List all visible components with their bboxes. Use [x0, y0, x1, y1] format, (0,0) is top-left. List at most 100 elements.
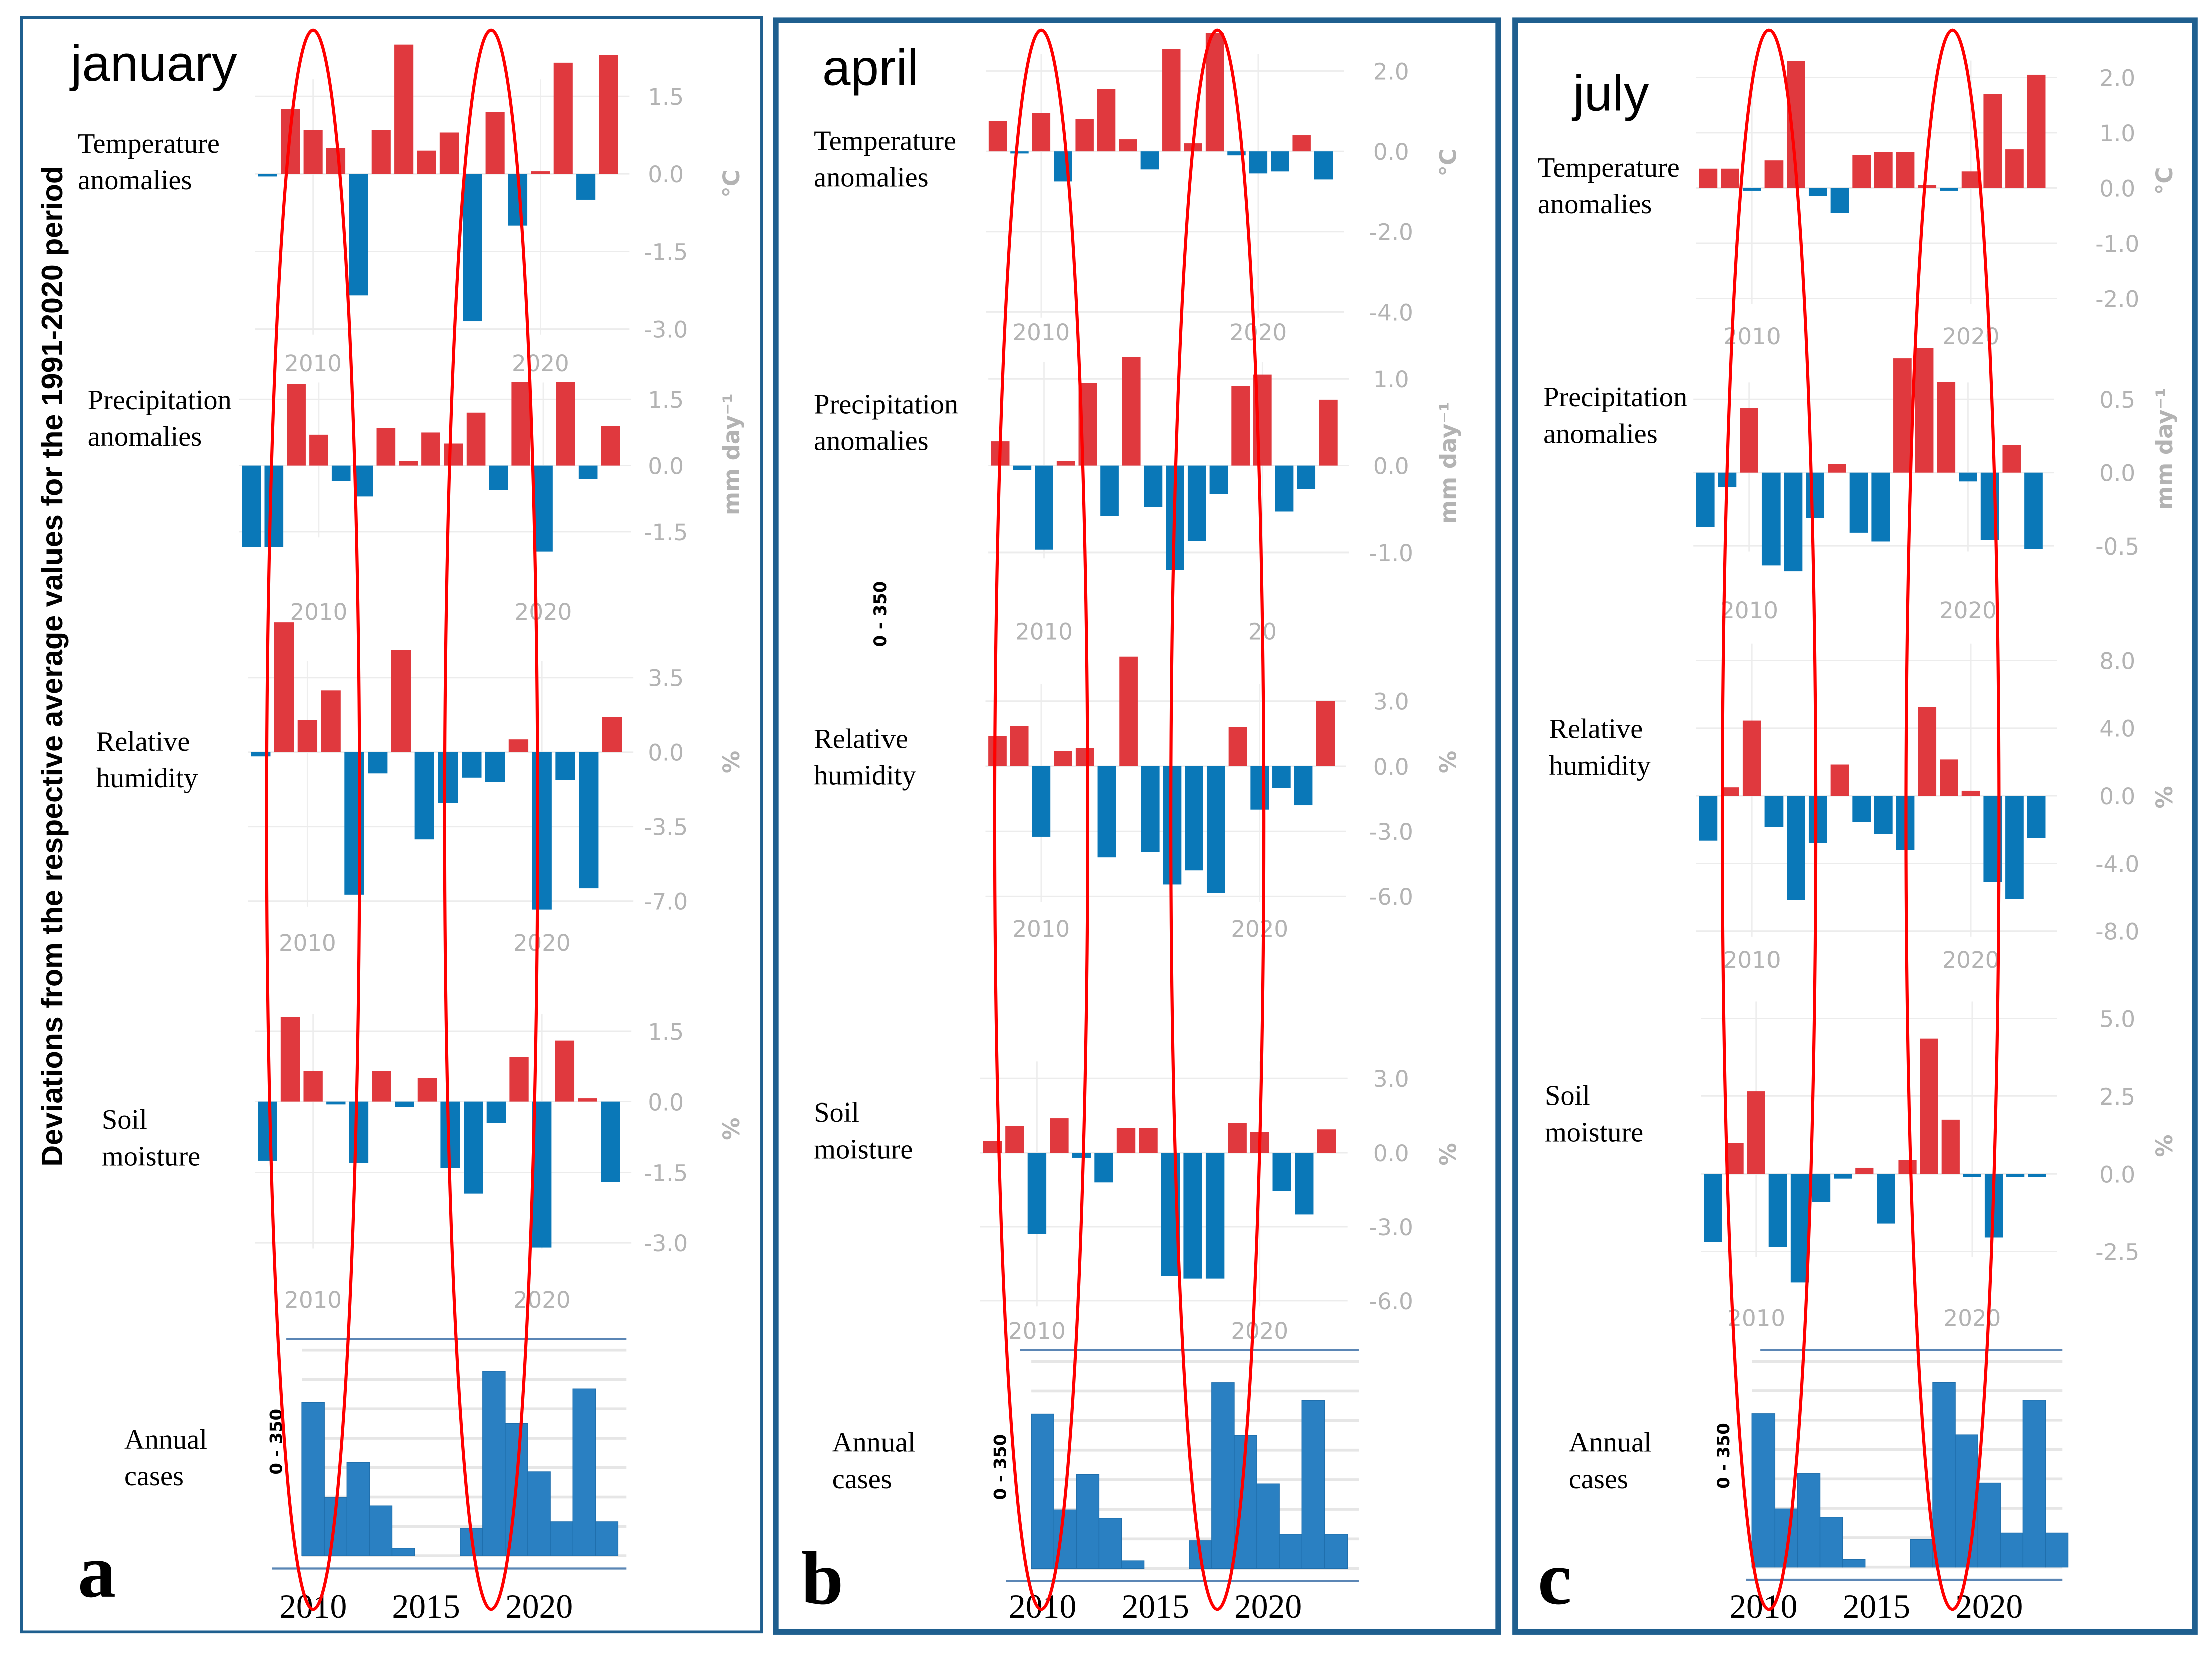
cases-bar-2017 [1910, 1539, 1933, 1568]
bar-2013 [1806, 472, 1825, 518]
bar-2022 [2002, 445, 2021, 473]
bar-2016 [1874, 796, 1893, 834]
x-tick-label: 2010 [290, 599, 348, 625]
bar-2011 [1761, 472, 1781, 566]
y-tick-label: 3.0 [1373, 1066, 1409, 1092]
bar-2013 [1808, 188, 1827, 196]
bar-2018 [485, 752, 505, 782]
panel-border [773, 17, 1501, 1635]
bar-2014 [1119, 656, 1138, 766]
unit-label: % [1435, 751, 1461, 773]
unit-label: °C [2151, 167, 2178, 195]
bar-2017 [1183, 1153, 1202, 1279]
bar-2011 [1054, 751, 1072, 766]
bar-2018 [1918, 707, 1937, 796]
y-tick-label: -1.5 [644, 519, 688, 546]
cases-bar-2021 [1279, 1534, 1302, 1569]
y-tick-label: 1.5 [648, 1019, 684, 1045]
bar-2014 [1830, 764, 1849, 796]
bar-2018 [1205, 1153, 1225, 1279]
bar-2010 [303, 1071, 323, 1102]
bar-2009 [1721, 168, 1739, 188]
bar-2019 [1228, 1123, 1247, 1153]
cases-bar-2020 [527, 1471, 551, 1556]
unit-label: % [718, 1118, 745, 1140]
y-axis-title: Deviations from the respective average v… [35, 166, 69, 1167]
bar-2012 [1784, 472, 1803, 572]
row-label: anomalies [78, 165, 192, 196]
cases-bar-2023 [1324, 1534, 1348, 1569]
bar-2011 [326, 148, 346, 174]
bar-2016 [438, 752, 458, 803]
bar-2019 [1940, 759, 1958, 796]
bar-2012 [1075, 748, 1094, 766]
bar-2018 [485, 112, 505, 174]
y-tick-label: 4.0 [2099, 716, 2135, 742]
bar-2019 [509, 1057, 529, 1102]
row-label: Soil [814, 1097, 859, 1128]
bar-2010 [1747, 1091, 1765, 1174]
bar-2014 [391, 650, 411, 752]
highlight-ellipse [265, 28, 361, 1611]
unit-label: % [1435, 1143, 1461, 1165]
bar-2020 [1963, 1174, 1982, 1177]
bar-2023 [2028, 1174, 2046, 1177]
y-tick-label: -2.0 [2095, 286, 2139, 312]
cases-bar-2012 [1076, 1474, 1100, 1569]
bar-2022 [1294, 766, 1313, 806]
x-tick-label: 2020 [512, 350, 569, 377]
bar-2015 [1852, 155, 1871, 188]
bar-2014 [1122, 357, 1141, 466]
x-tick-label: 2020 [1231, 1318, 1288, 1344]
bar-2010 [1742, 720, 1761, 796]
bar-2019 [1227, 151, 1246, 156]
bar-2008 [1699, 168, 1718, 188]
x-tick-label: 2010 [279, 930, 336, 956]
y-tick-label: 1.5 [648, 387, 684, 413]
x-tick-label: 2015 [392, 1588, 460, 1625]
bar-2018 [1920, 1038, 1938, 1174]
cases-bar-2013 [1819, 1517, 1843, 1568]
bar-2019 [1231, 386, 1250, 466]
x-tick-label: 2020 [1944, 1305, 2001, 1332]
bar-2011 [1056, 461, 1075, 466]
bar-2011 [1050, 1118, 1069, 1153]
bar-2023 [1316, 701, 1335, 766]
cases-bar-2012 [346, 1462, 370, 1556]
y-tick-label: -3.0 [644, 1230, 688, 1257]
row-label: anomalies [814, 162, 929, 193]
panel-border [20, 16, 763, 1634]
bar-2016 [1871, 472, 1890, 542]
x-tick-label: 2020 [515, 599, 572, 625]
bar-2010 [1742, 188, 1761, 191]
bar-2022 [578, 1098, 597, 1102]
month-title: january [69, 35, 237, 92]
bar-2014 [395, 1101, 414, 1107]
row-label: Precipitation [88, 385, 232, 416]
y-tick-label: 0.0 [1373, 754, 1409, 780]
bar-2012 [1072, 1153, 1091, 1158]
cases-bar-2022 [1301, 1400, 1325, 1569]
bar-2013 [368, 752, 388, 774]
y-tick-label: -3.0 [1369, 819, 1413, 845]
bar-2011 [1764, 796, 1784, 827]
row-label: anomalies [814, 426, 929, 457]
row-label: Relative [96, 726, 190, 757]
y-tick-label: -1.0 [1369, 540, 1413, 567]
bar-2021 [1275, 465, 1294, 512]
bar-2010 [309, 434, 328, 466]
x-tick-label: 2010 [1723, 947, 1781, 973]
unit-label: °C [1435, 149, 1461, 177]
bar-2019 [1937, 381, 1956, 473]
bar-2015 [1139, 1128, 1158, 1153]
row-label: Precipitation [1543, 382, 1687, 413]
unit-label: °C [718, 170, 745, 198]
bar-2008 [264, 465, 284, 547]
y-tick-label: 1.0 [2099, 120, 2135, 147]
x-tick-label: 2020 [1230, 319, 1287, 346]
bar-2007 [242, 465, 261, 547]
subplot-relative-humidity: 3.0 0.0 -3.0 -6.0 2010 2020% [985, 656, 1461, 942]
